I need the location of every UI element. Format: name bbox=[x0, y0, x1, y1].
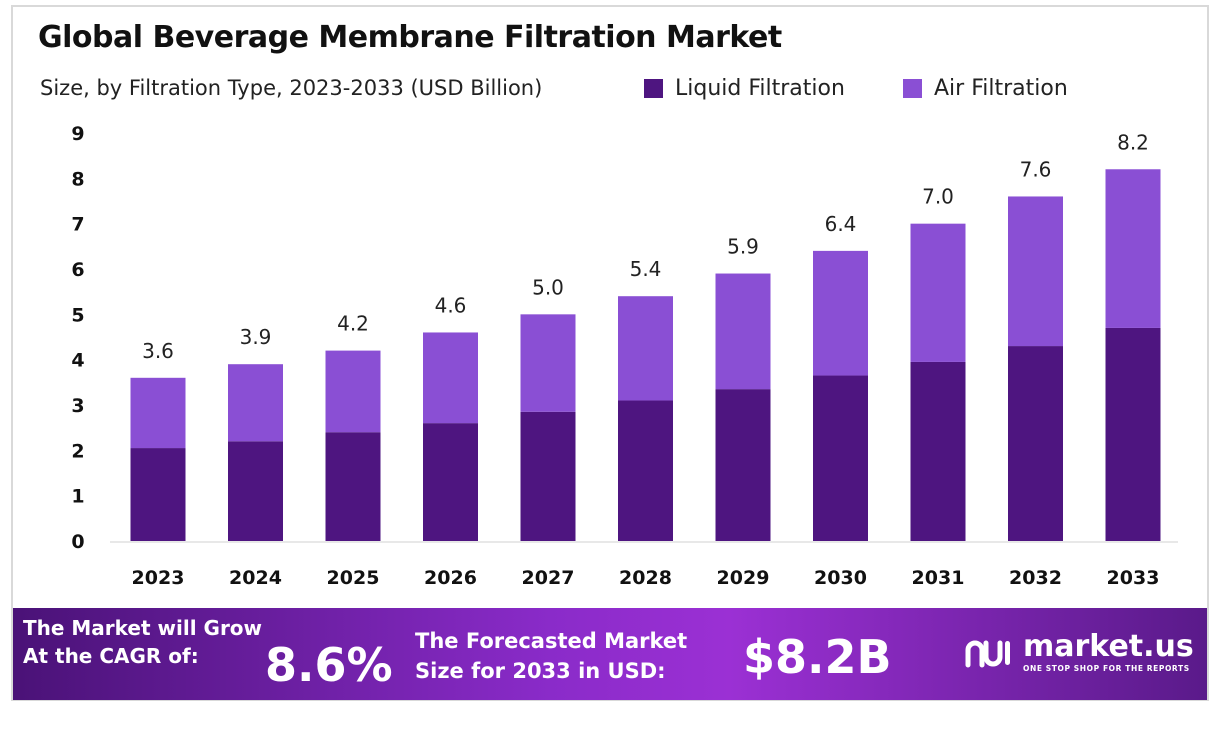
x-tick-label: 2032 bbox=[1009, 567, 1062, 589]
total-value-label: 8.2 bbox=[1117, 130, 1149, 154]
legend-label-air: Air Filtration bbox=[934, 76, 1068, 101]
market-us-logo-icon bbox=[965, 640, 1010, 668]
x-tick-label: 2031 bbox=[912, 567, 965, 589]
bar-liquid-filtration bbox=[520, 411, 576, 541]
legend-swatch-liquid bbox=[644, 79, 663, 98]
brand-name: market.us bbox=[1023, 629, 1194, 664]
bar-air-filtration bbox=[130, 377, 186, 449]
total-value-label: 4.2 bbox=[337, 312, 369, 336]
bar-liquid-filtration bbox=[813, 375, 868, 541]
bar-air-filtration bbox=[1105, 169, 1161, 328]
bar-air-filtration bbox=[910, 223, 966, 362]
x-tick-label: 2029 bbox=[717, 567, 770, 589]
bar-air-filtration bbox=[715, 273, 771, 390]
total-value-label: 3.6 bbox=[142, 339, 174, 363]
bar-liquid-filtration bbox=[910, 361, 966, 541]
cagr-label-line2: At the CAGR of: bbox=[23, 644, 199, 668]
brand-tagline: ONE STOP SHOP FOR THE REPORTS bbox=[1023, 664, 1190, 673]
y-tick-label: 1 bbox=[71, 486, 84, 508]
total-value-label: 7.0 bbox=[922, 185, 954, 209]
total-value-label: 7.6 bbox=[1020, 157, 1052, 181]
legend-label-liquid: Liquid Filtration bbox=[675, 76, 845, 101]
bar-liquid-filtration bbox=[618, 400, 673, 541]
y-tick-label: 8 bbox=[71, 168, 84, 190]
x-tick-label: 2023 bbox=[132, 567, 185, 589]
chart-title: Global Beverage Membrane Filtration Mark… bbox=[38, 20, 782, 55]
x-tick-label: 2026 bbox=[424, 567, 477, 589]
x-tick-label: 2028 bbox=[619, 567, 672, 589]
chart-subtitle: Size, by Filtration Type, 2023-2033 (USD… bbox=[40, 76, 543, 100]
forecast-label-line1: The Forecasted Market bbox=[415, 629, 688, 653]
cagr-label: The Market will Grow At the CAGR of: bbox=[23, 614, 262, 670]
bar-air-filtration bbox=[813, 250, 868, 376]
total-value-label: 3.9 bbox=[240, 325, 272, 349]
bar-liquid-filtration bbox=[130, 448, 186, 541]
total-value-label: 5.4 bbox=[630, 257, 662, 281]
brand-text: market.us ONE STOP SHOP FOR THE REPORTS bbox=[1023, 632, 1194, 674]
forecast-value: $8.2B bbox=[743, 630, 892, 684]
total-value-label: 6.4 bbox=[825, 212, 857, 236]
legend-item-liquid: Liquid Filtration bbox=[644, 76, 845, 101]
forecast-label-line2: Size for 2033 in USD: bbox=[415, 659, 666, 683]
y-tick-label: 4 bbox=[71, 350, 84, 372]
cagr-label-line1: The Market will Grow bbox=[23, 616, 263, 640]
total-value-label: 5.0 bbox=[532, 275, 564, 299]
bar-chart: 0 1 2 3 4 5 6 7 8 9 3.6 2023 3.9 2024 4.2 2025 4.6 2026 5.… bbox=[71, 123, 1178, 589]
summary-banner: The Market will Grow At the CAGR of: 8.6… bbox=[13, 608, 1207, 700]
cagr-value: 8.6% bbox=[265, 638, 393, 692]
bar-liquid-filtration bbox=[1008, 346, 1063, 541]
y-tick-label: 3 bbox=[71, 395, 84, 417]
total-value-label: 4.6 bbox=[435, 293, 467, 317]
y-tick-label: 2 bbox=[71, 440, 84, 462]
y-tick-label: 9 bbox=[71, 123, 84, 145]
brand-logo: market.us ONE STOP SHOP FOR THE REPORTS bbox=[963, 632, 1194, 674]
x-tick-label: 2025 bbox=[327, 567, 380, 589]
x-tick-label: 2024 bbox=[229, 567, 282, 589]
x-tick-label: 2033 bbox=[1107, 567, 1160, 589]
bar-air-filtration bbox=[423, 332, 478, 424]
legend-item-air: Air Filtration bbox=[903, 76, 1068, 101]
legend-swatch-air bbox=[903, 79, 922, 98]
x-tick-label: 2027 bbox=[522, 567, 575, 589]
bar-liquid-filtration bbox=[715, 389, 771, 541]
x-tick-label: 2030 bbox=[814, 567, 867, 589]
bar-air-filtration bbox=[228, 364, 283, 442]
bar-air-filtration bbox=[520, 314, 576, 412]
bar-liquid-filtration bbox=[1105, 327, 1161, 541]
bar-air-filtration bbox=[618, 296, 673, 401]
y-tick-label: 0 bbox=[71, 531, 84, 553]
forecast-label: The Forecasted Market Size for 2033 in U… bbox=[415, 626, 687, 686]
bar-air-filtration bbox=[325, 350, 381, 433]
bar-liquid-filtration bbox=[325, 432, 381, 541]
bar-liquid-filtration bbox=[423, 423, 478, 541]
y-tick-label: 6 bbox=[71, 259, 84, 281]
bar-air-filtration bbox=[1008, 196, 1063, 347]
y-tick-label: 5 bbox=[71, 304, 84, 326]
total-value-label: 5.9 bbox=[727, 235, 759, 259]
y-tick-label: 7 bbox=[71, 214, 84, 236]
bar-liquid-filtration bbox=[228, 441, 283, 541]
